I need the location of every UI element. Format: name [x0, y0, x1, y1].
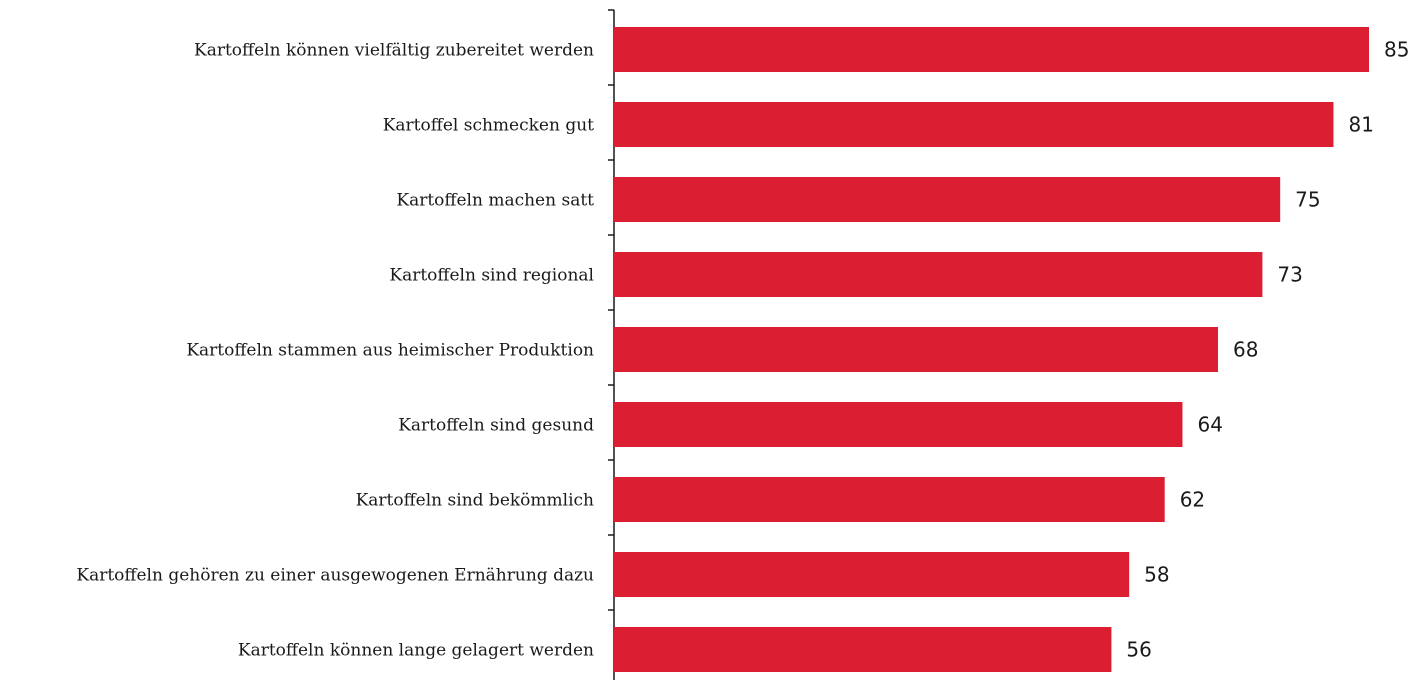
- bar: [614, 177, 1281, 222]
- category-label: Kartoffeln gehören zu einer ausgewogenen…: [76, 566, 594, 586]
- bar: [614, 627, 1112, 672]
- bar: [614, 102, 1334, 147]
- value-label: 81: [1348, 113, 1373, 137]
- bars: [614, 27, 1369, 672]
- category-axis: [608, 9, 615, 680]
- category-label: Kartoffeln können lange gelagert werden: [238, 641, 594, 661]
- category-label: Kartoffeln stammen aus heimischer Produk…: [186, 341, 594, 361]
- category-label: Kartoffeln sind bekömmlich: [356, 491, 594, 511]
- value-label: 58: [1144, 563, 1169, 587]
- value-label: 64: [1197, 413, 1222, 437]
- category-label: Kartoffel schmecken gut: [383, 116, 594, 136]
- bar: [614, 552, 1130, 597]
- value-label: 73: [1277, 263, 1302, 287]
- category-label: Kartoffeln machen satt: [396, 191, 594, 211]
- category-label: Kartoffeln sind gesund: [398, 416, 594, 436]
- category-label: Kartoffeln können vielfältig zubereitet …: [194, 41, 594, 61]
- labels: Kartoffeln können vielfältig zubereitet …: [76, 38, 1409, 662]
- value-label: 85: [1384, 38, 1409, 62]
- bar: [614, 477, 1165, 522]
- bar: [614, 252, 1263, 297]
- value-label: 75: [1295, 188, 1320, 212]
- bar: [614, 327, 1218, 372]
- value-label: 62: [1180, 488, 1205, 512]
- value-label: 56: [1126, 638, 1151, 662]
- value-label: 68: [1233, 338, 1258, 362]
- bar: [614, 27, 1369, 72]
- bar: [614, 402, 1183, 447]
- category-label: Kartoffeln sind regional: [389, 266, 594, 286]
